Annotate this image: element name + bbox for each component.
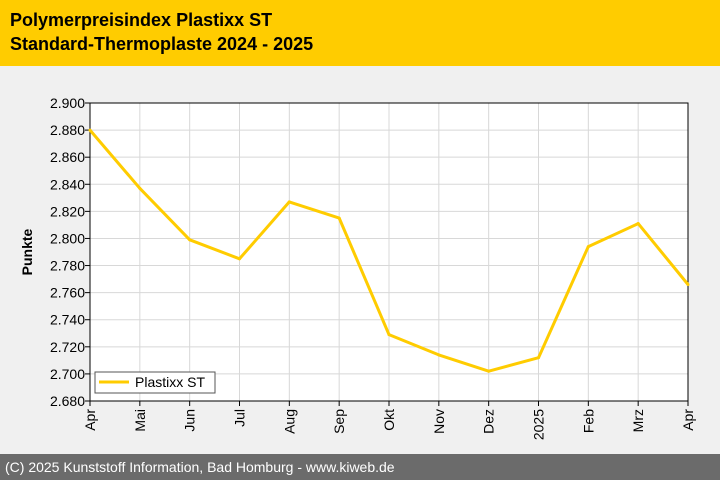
data-point <box>387 333 391 337</box>
x-tick-label: 2025 <box>531 409 547 440</box>
legend-box <box>94 371 216 394</box>
chart-area: 2.900 2.880 2.860 2.840 2.820 2.800 2.780 2.760… <box>0 66 720 454</box>
gridlines <box>89 102 689 402</box>
data-point <box>586 245 590 249</box>
data-point <box>437 353 441 357</box>
y-tick-label: 2.840 <box>50 176 85 192</box>
plot-frame <box>89 102 689 402</box>
y-tick-label: 2.860 <box>50 149 85 165</box>
y-tick-label: 2.680 <box>50 393 85 409</box>
x-tick-label: Jul <box>232 409 248 427</box>
x-tick-label: Nov <box>431 409 447 434</box>
data-point <box>238 257 241 261</box>
y-tick-label: 2.820 <box>50 203 85 219</box>
y-axis-label: Punkte <box>19 228 35 275</box>
x-tick-label: Dez <box>481 409 497 434</box>
chart-title: Polymerpreisindex Plastixx ST <box>10 10 273 30</box>
footer-copyright: (C) 2025 Kunststoff Information, Bad Hom… <box>5 459 395 475</box>
x-tick-label: Feb <box>580 409 596 433</box>
x-tick-label: Mrz <box>630 409 646 432</box>
x-axis-ticks: Apr Mai Jun Jul Aug Sep Okt Nov Dez 2025 Feb Mrz Apr <box>82 401 696 440</box>
legend-label: Plastixx ST <box>135 374 205 390</box>
y-tick-label: 2.800 <box>50 230 85 246</box>
y-axis-ticks: 2.900 2.880 2.860 2.840 2.820 2.800 2.780 2.760… <box>50 95 90 409</box>
x-tick-label: Aug <box>281 409 297 434</box>
x-tick-label: Jun <box>182 409 198 432</box>
chart-subtitle: Standard-Thermoplaste 2024 - 2025 <box>10 34 314 54</box>
y-tick-label: 2.780 <box>50 258 85 274</box>
y-tick-label: 2.720 <box>50 339 85 355</box>
x-tick-label: Apr <box>82 409 98 431</box>
data-point <box>636 222 640 226</box>
y-tick-label: 2.760 <box>50 285 85 301</box>
x-tick-label: Okt <box>381 409 397 431</box>
footer: (C) 2025 Kunststoff Information, Bad Hom… <box>0 454 720 480</box>
legend: Plastixx ST <box>94 371 216 394</box>
data-point <box>537 356 540 360</box>
y-tick-label: 2.900 <box>50 95 85 111</box>
x-tick-label: Mai <box>132 409 148 432</box>
data-point <box>686 283 690 287</box>
data-point <box>188 238 192 242</box>
series-layer <box>88 128 690 373</box>
data-point <box>337 216 341 220</box>
data-point <box>287 200 291 204</box>
data-point <box>138 186 142 190</box>
data-point <box>88 128 92 132</box>
chart-header: Polymerpreisindex Plastixx ST Standard-T… <box>0 0 720 66</box>
y-tick-label: 2.880 <box>50 122 85 138</box>
y-tick-label: 2.740 <box>50 312 85 328</box>
line-chart: 2.900 2.880 2.860 2.840 2.820 2.800 2.780 2.760… <box>19 95 696 440</box>
y-tick-label: 2.700 <box>50 366 85 382</box>
x-tick-label: Sep <box>331 409 347 434</box>
x-tick-label: Apr <box>680 409 696 431</box>
data-point <box>487 369 491 373</box>
